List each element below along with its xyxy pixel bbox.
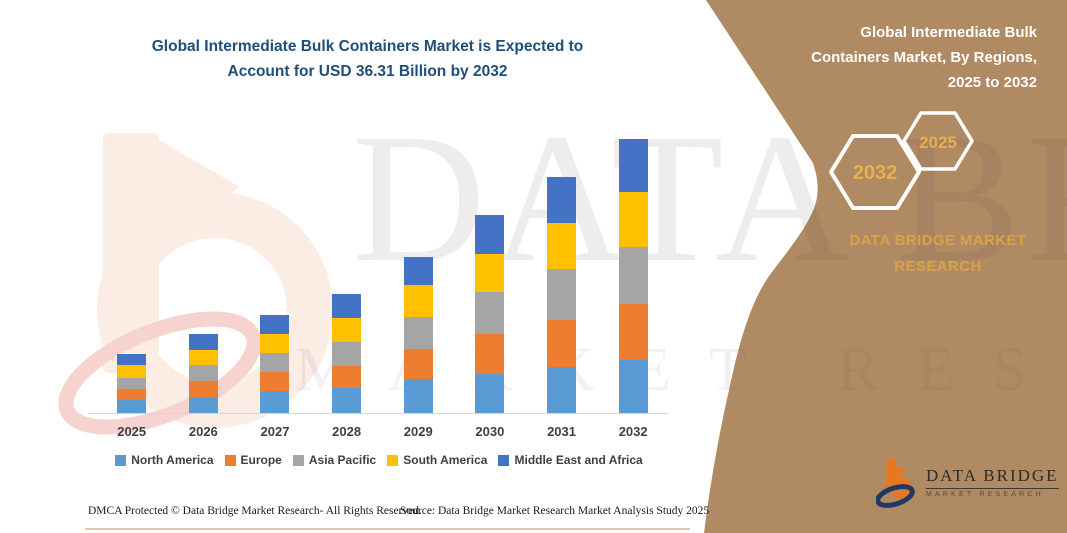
bar-segment-middle-east-and-africa: [475, 215, 505, 254]
logo-title: DATA BRIDGE: [926, 466, 1059, 489]
legend-swatch: [224, 454, 236, 466]
legend-swatch: [115, 454, 127, 466]
bar-segment-south-america: [117, 365, 147, 378]
legend-label: South America: [403, 453, 488, 467]
bar-segment-middle-east-and-africa: [117, 353, 147, 366]
chart-title: Global Intermediate Bulk Containers Mark…: [95, 34, 640, 84]
logo-swoosh: [876, 484, 915, 508]
x-axis-label-2032: 2032: [618, 424, 648, 439]
bar-segment-south-america: [332, 318, 362, 342]
bottom-rule: [85, 528, 690, 530]
bar-segment-asia-pacific: [260, 353, 290, 373]
x-axis-label-2030: 2030: [475, 424, 505, 439]
x-axis-label-2026: 2026: [188, 424, 218, 439]
bar-segment-south-america: [547, 223, 577, 269]
legend-item-middle-east-and-africa: Middle East and Africa: [498, 453, 643, 467]
bar-segment-asia-pacific: [188, 365, 218, 381]
brand-caption-line1: DATA BRIDGE MARKET: [849, 232, 1027, 249]
x-axis-label-2025: 2025: [117, 424, 147, 439]
bar-segment-north-america: [117, 400, 147, 413]
bar-segment-asia-pacific: [618, 246, 648, 304]
bar-segment-south-america: [260, 333, 290, 354]
x-axis-label-2029: 2029: [403, 424, 433, 439]
bar-segment-south-america: [618, 191, 648, 247]
bar-segment-europe: [475, 333, 505, 374]
legend-item-north-america: North America: [115, 453, 214, 467]
bar-segment-asia-pacific: [403, 316, 433, 349]
bar-segment-north-america: [260, 391, 290, 413]
bar-segment-europe: [188, 380, 218, 397]
bar-segment-middle-east-and-africa: [260, 315, 290, 334]
bar-segment-north-america: [332, 388, 362, 413]
bar-segment-europe: [618, 303, 648, 361]
dbmr-logo-icon: [876, 460, 915, 508]
footer-dmca-text: DMCA Protected © Data Bridge Market Rese…: [88, 505, 422, 517]
legend-item-south-america: South America: [387, 453, 487, 467]
chart-title-line2: Account for USD 36.31 Billion by 2032: [227, 63, 508, 80]
hexagon-2025-label: 2025: [919, 133, 957, 152]
legend-label: Europe: [240, 453, 282, 467]
bar-segment-south-america: [188, 349, 218, 366]
footer-source-text: Source: Data Bridge Market Research Mark…: [400, 505, 710, 517]
side-panel-heading-line1: Global Intermediate Bulk: [860, 24, 1037, 41]
hexagon-2032-label: 2032: [853, 162, 898, 184]
bar-segment-south-america: [475, 253, 505, 292]
bar-segment-north-america: [547, 366, 577, 413]
bar-segment-middle-east-and-africa: [618, 138, 648, 192]
logo-text-block: DATA BRIDGE MARKET RESEARCH: [926, 458, 1059, 498]
bar-segment-europe: [332, 365, 362, 389]
side-panel-polygon: [704, 0, 1067, 533]
legend-item-asia-pacific: Asia Pacific: [292, 453, 377, 467]
legend-label: North America: [131, 453, 214, 467]
year-hexagons: 2032 2025: [829, 111, 974, 210]
bar-segment-middle-east-and-africa: [547, 177, 577, 224]
legend-swatch: [498, 454, 510, 466]
legend-swatch: [292, 454, 304, 466]
bar-segment-europe: [117, 388, 147, 401]
logo-b-flag: [895, 465, 906, 479]
bar-segment-north-america: [475, 373, 505, 413]
logo-subtitle: MARKET RESEARCH: [926, 491, 1044, 498]
plot-area: 2025 2026 2027 2028 2029 2030 2031 2032: [117, 138, 648, 439]
x-axis-label-2028: 2028: [332, 424, 362, 439]
bar-segment-north-america: [618, 360, 648, 413]
chart-title-line1: Global Intermediate Bulk Containers Mark…: [151, 38, 584, 55]
side-panel-heading-line3: 2025 to 2032: [947, 74, 1037, 91]
bar-segment-middle-east-and-africa: [403, 257, 433, 286]
side-panel-heading: Global Intermediate Bulk Containers Mark…: [787, 20, 1037, 95]
bar-segment-asia-pacific: [332, 341, 362, 366]
bar-segment-middle-east-and-africa: [188, 334, 218, 350]
side-panel-heading-line2: Containers Market, By Regions,: [811, 49, 1037, 66]
bar-segment-europe: [547, 319, 577, 367]
x-axis-line: [88, 413, 668, 414]
bar-segment-middle-east-and-africa: [332, 294, 362, 319]
bar-segment-asia-pacific: [117, 377, 147, 389]
bar-segment-asia-pacific: [475, 291, 505, 334]
bar-segment-north-america: [403, 378, 433, 413]
bar-segment-asia-pacific: [547, 268, 577, 320]
legend-item-europe: Europe: [224, 453, 282, 467]
legend-swatch: [387, 454, 399, 466]
logo-b-bowl: [890, 477, 913, 499]
bar-segment-south-america: [403, 285, 433, 317]
brand-caption-line2: RESEARCH: [894, 258, 982, 275]
brand-caption: DATA BRIDGE MARKET RESEARCH: [830, 228, 1046, 280]
bar-segment-europe: [403, 348, 433, 379]
bar-segment-north-america: [188, 396, 218, 413]
hexagon-2032: [829, 134, 921, 210]
legend-label: Middle East and Africa: [514, 453, 643, 467]
chart-legend: North America Europe Asia Pacific South Ame…: [86, 453, 672, 467]
x-axis-label-2027: 2027: [260, 424, 290, 439]
watermark-swoosh: [58, 311, 262, 435]
hexagon-2025: [902, 111, 974, 171]
dbmr-logo: DATA BRIDGE MARKET RESEARCH: [876, 458, 1059, 508]
bar-segment-europe: [260, 372, 290, 392]
legend-label: Asia Pacific: [308, 453, 377, 467]
x-axis-label-2031: 2031: [547, 424, 576, 439]
